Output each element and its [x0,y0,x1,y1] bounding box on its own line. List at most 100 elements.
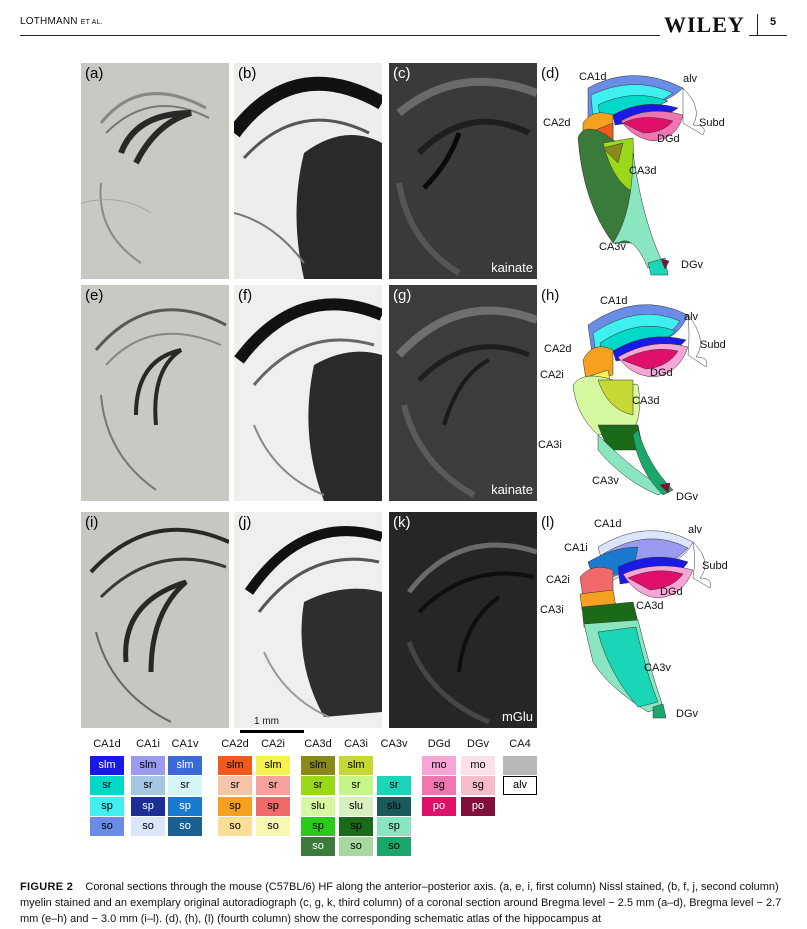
nissl-hippocampus-image [81,285,229,501]
panel-h-atlas: (h) CA1d alv CA2d Subd CA2i DGd CA3d CA3… [538,285,743,503]
legend-swatch: sg [422,776,456,795]
legend-swatch: so [168,817,202,836]
legend-swatch: sp [131,797,165,816]
panel-j-myelin: (j) [234,512,382,728]
atlas-schematic [577,75,705,276]
legend-column-header: CA3i [344,738,368,750]
atlas-label-ca3i: CA3i [538,439,562,451]
legend-swatch: slu [301,797,335,816]
legend-column-header: CA2i [261,738,285,750]
atlas-schematic [579,530,711,719]
legend-swatch: sp [218,797,252,816]
legend-swatch: sr [339,776,373,795]
legend-column-header: CA3d [304,738,332,750]
panel-d-atlas: (d) CA1d alv CA2d Subd DGd CA3d CA3v DGv [541,63,743,279]
legend-swatch: so [256,817,290,836]
legend-swatch: sr [131,776,165,795]
legend-swatch: slm [256,756,290,775]
atlas-label-alv: alv [688,524,703,536]
panel-label: (k) [393,514,411,531]
atlas-label-dgv: DGv [676,491,698,503]
atlas-label-ca2i: CA2i [546,574,570,586]
legend-swatch: po [461,797,495,816]
legend-column-header: CA2d [221,738,249,750]
atlas-label-ca1d: CA1d [579,71,607,83]
legend-swatch: mo [461,756,495,775]
legend-swatch: so [339,837,373,856]
autoradiograph-image [389,512,537,728]
panel-f-myelin: (f) [234,285,382,501]
atlas-label-ca2d: CA2d [544,343,572,355]
legend-swatch: sp [256,797,290,816]
scalebar-label: 1 mm [254,716,279,727]
legend-swatch: slm [131,756,165,775]
atlas-label-ca3d: CA3d [632,395,660,407]
panel-a-nissl: (a) [81,63,229,279]
myelin-hippocampus-image [234,285,382,501]
legend-swatch: sp [90,797,124,816]
atlas-label-ca1d: CA1d [594,518,622,530]
panel-k-autoradiograph: (k) mGlu [389,512,537,728]
legend-column-header: DGd [427,738,451,750]
legend-swatch: so [131,817,165,836]
panel-e-nissl: (e) [81,285,229,501]
atlas-label-alv: alv [683,73,698,85]
autoradiograph-image [389,63,537,279]
panel-i-nissl: (i) [81,512,229,728]
legend-swatch: po [422,797,456,816]
panel-label: (b) [238,65,257,82]
panel-label: (h) [541,287,560,304]
legend-swatch: sp [168,797,202,816]
legend-swatch: so [218,817,252,836]
panel-c-autoradiograph: (c) kainate [389,63,537,279]
legend-swatch: slu [339,797,373,816]
atlas-label-ca1d: CA1d [600,295,628,307]
legend-swatch [377,756,411,775]
nissl-hippocampus-image [81,512,229,728]
legend-column-header: CA4 [509,738,531,750]
legend-swatch: so [377,837,411,856]
legend-swatch: sg [461,776,495,795]
atlas-label-dgd: DGd [660,586,683,598]
legend-swatch: sr [168,776,202,795]
ligand-tag: kainate [491,482,533,497]
panel-label: (c) [393,65,411,82]
legend-swatch: sp [377,817,411,836]
legend-swatch: so [90,817,124,836]
atlas-label-ca3v: CA3v [599,241,626,253]
autoradiograph-image [389,285,537,501]
atlas-label-subd: Subd [699,117,725,129]
panel-label: (g) [393,287,412,304]
atlas-label-ca3i: CA3i [540,604,564,616]
legend-swatch: slu [377,797,411,816]
legend-swatch: sr [256,776,290,795]
legend-swatch: slm [301,756,335,775]
panel-g-autoradiograph: (g) kainate [389,285,537,501]
atlas-label-ca3v: CA3v [644,662,671,674]
atlas-label-dgd: DGd [650,367,673,379]
legend-swatch: mo [422,756,456,775]
atlas-label-subd: Subd [700,339,726,351]
panel-label: (l) [541,514,555,531]
legend-swatch: alv [503,776,537,795]
legend-swatch: slm [218,756,252,775]
caption-text: Coronal sections through the mouse (C57B… [20,881,782,925]
figure-label: FIGURE 2 [20,881,74,893]
ligand-tag: kainate [491,260,533,275]
journal-logo: WILEY [660,14,749,36]
atlas-label-dgv: DGv [676,708,698,720]
panel-label: (f) [238,287,253,304]
running-head-author: LOTHMANN ET AL. [20,16,103,27]
legend-swatch: slm [168,756,202,775]
panel-label: (d) [541,65,560,82]
panel-b-myelin: (b) [234,63,382,279]
header-divider [757,14,758,36]
atlas-schematic [572,304,708,496]
panel-label: (j) [238,514,252,531]
atlas-label-ca2d: CA2d [543,117,571,129]
atlas-label-ca3d: CA3d [636,600,664,612]
page-number: 5 [770,16,777,28]
scalebar [240,730,304,733]
ligand-tag: mGlu [501,709,533,724]
legend-column-header: DGv [467,738,489,750]
